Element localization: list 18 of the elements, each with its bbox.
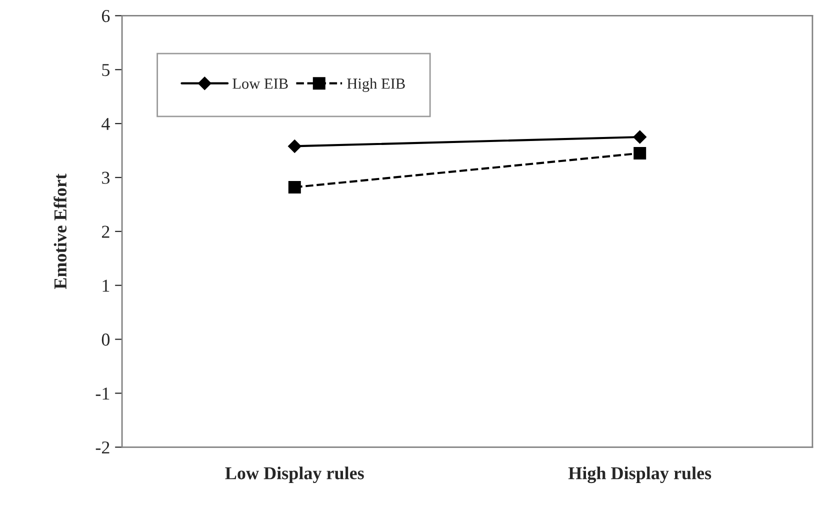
y-axis-title: Emotive Effort xyxy=(54,174,67,290)
point xyxy=(288,140,302,153)
y-tick-label: 0 xyxy=(102,334,110,346)
y-tick-label: -2 xyxy=(96,441,110,454)
y-tick-label: 6 xyxy=(102,10,110,22)
y-tick-label: 1 xyxy=(102,280,110,292)
legend-label: Low EIB xyxy=(232,78,288,89)
point xyxy=(633,130,646,144)
y-tick-label: -1 xyxy=(96,388,110,400)
legend-label: High EIB xyxy=(347,78,405,92)
point xyxy=(634,146,646,160)
y-tick-label: 4 xyxy=(102,118,110,130)
x-tick-label: High Display rules xyxy=(568,466,712,484)
y-tick-label: 5 xyxy=(102,64,110,76)
x-tick-label: Low Display rules xyxy=(225,466,364,484)
y-tick-label: 3 xyxy=(102,172,110,184)
y-tick-label: 2 xyxy=(102,226,110,238)
point xyxy=(288,180,301,194)
